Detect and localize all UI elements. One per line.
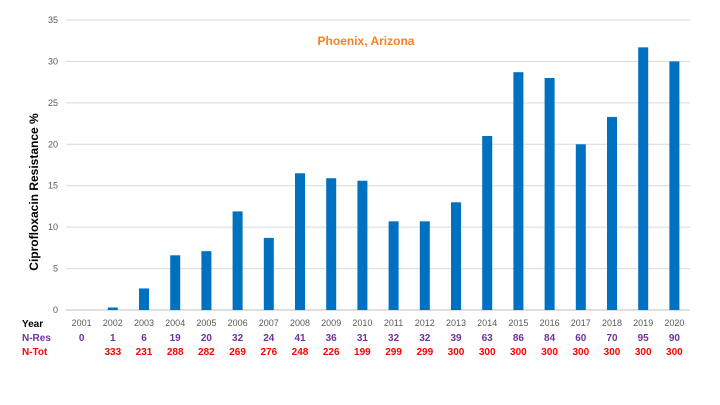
- x-tick-2002: 2002: [103, 318, 123, 328]
- bar-2009: [326, 178, 337, 310]
- y-tick-10: 10: [48, 222, 58, 232]
- x-tick-2013: 2013: [446, 318, 466, 328]
- x-tick-2007: 2007: [259, 318, 279, 328]
- bar-2016: [544, 78, 555, 310]
- bars: [107, 47, 680, 310]
- x-tick-2014: 2014: [477, 318, 497, 328]
- row-label-nres: N-Res: [22, 333, 51, 344]
- nres-2013: 39: [450, 333, 462, 344]
- chart-title: Phoenix, Arizona: [318, 34, 415, 48]
- ntot-2019: 300: [635, 347, 652, 358]
- x-tick-2018: 2018: [602, 318, 622, 328]
- ntot-2010: 199: [354, 347, 371, 358]
- nres-2005: 20: [201, 333, 213, 344]
- ntot-2006: 269: [229, 347, 246, 358]
- nres-2011: 32: [388, 333, 400, 344]
- bar-2017: [575, 144, 586, 310]
- bar-2012: [419, 221, 430, 310]
- ntot-2015: 300: [510, 347, 527, 358]
- x-tick-labels: 2001 2002 2003 2004 2005 2006 2007 2008 2009 2010…: [72, 318, 685, 328]
- bar-2018: [607, 116, 617, 310]
- bar-2011: [388, 221, 399, 310]
- y-tick-5: 5: [53, 264, 58, 274]
- nres-2015: 86: [513, 333, 525, 344]
- row-label-ntot: N-Tot: [22, 347, 48, 358]
- x-tick-2015: 2015: [508, 318, 528, 328]
- nres-2012: 32: [419, 333, 431, 344]
- nres-2001: 0: [79, 333, 85, 344]
- y-tick-labels: 0 5 10 15 20 25 30 35: [48, 15, 58, 315]
- nres-2004: 19: [170, 333, 182, 344]
- ntot-2016: 300: [541, 347, 558, 358]
- y-tick-20: 20: [48, 139, 58, 149]
- gridlines: [66, 19, 690, 311]
- ntot-2013: 300: [448, 347, 465, 358]
- x-tick-2016: 2016: [540, 318, 560, 328]
- y-tick-0: 0: [53, 305, 58, 315]
- ntot-2003: 231: [136, 347, 153, 358]
- x-tick-2009: 2009: [321, 318, 341, 328]
- ntot-2011: 299: [385, 347, 402, 358]
- ntot-2008: 248: [292, 347, 309, 358]
- y-tick-35: 35: [48, 15, 58, 25]
- bar-2002: [107, 307, 118, 310]
- ntot-2009: 226: [323, 347, 340, 358]
- row-label-year: Year: [22, 319, 43, 330]
- y-tick-15: 15: [48, 181, 58, 191]
- ntot-2004: 288: [167, 347, 184, 358]
- x-tick-2003: 2003: [134, 318, 154, 328]
- nres-2007: 24: [263, 333, 275, 344]
- x-tick-2012: 2012: [415, 318, 435, 328]
- nres-2008: 41: [294, 333, 306, 344]
- ntot-2002: 333: [104, 347, 121, 358]
- bar-2015: [513, 72, 524, 310]
- ntot-2018: 300: [604, 347, 621, 358]
- bar-2006: [232, 211, 243, 310]
- ntot-2020: 300: [666, 347, 683, 358]
- data-table: 0 1 333 6 231 19 288 20 282 32 269 24 276 41 248 36 226 3…: [79, 333, 683, 358]
- bar-2008: [295, 173, 305, 310]
- ntot-2014: 300: [479, 347, 496, 358]
- x-tick-2019: 2019: [633, 318, 653, 328]
- x-tick-2017: 2017: [571, 318, 591, 328]
- nres-2018: 70: [606, 333, 618, 344]
- bar-2004: [170, 255, 181, 310]
- y-tick-25: 25: [48, 98, 58, 108]
- nres-2002: 1: [110, 333, 116, 344]
- x-tick-2020: 2020: [664, 318, 684, 328]
- y-axis-label: Ciprofloxacin Resistance %: [27, 113, 41, 271]
- bar-2005: [201, 251, 212, 310]
- bar-2020: [669, 61, 680, 310]
- bar-2010: [357, 180, 368, 310]
- x-tick-2008: 2008: [290, 318, 310, 328]
- nres-2020: 90: [669, 333, 681, 344]
- ntot-2007: 276: [260, 347, 277, 358]
- ntot-2012: 299: [416, 347, 433, 358]
- x-tick-2004: 2004: [165, 318, 185, 328]
- bar-2019: [638, 47, 649, 310]
- ntot-2005: 282: [198, 347, 215, 358]
- y-tick-30: 30: [48, 56, 58, 66]
- x-tick-2001: 2001: [72, 318, 92, 328]
- ntot-2017: 300: [572, 347, 589, 358]
- x-tick-2006: 2006: [228, 318, 248, 328]
- nres-2019: 95: [638, 333, 650, 344]
- bar-2003: [139, 288, 149, 310]
- bar-2007: [263, 237, 274, 310]
- nres-2006: 32: [232, 333, 244, 344]
- nres-2017: 60: [575, 333, 587, 344]
- nres-2003: 6: [141, 333, 147, 344]
- nres-2010: 31: [357, 333, 369, 344]
- nres-2014: 63: [482, 333, 494, 344]
- bar-2014: [482, 136, 493, 310]
- nres-2009: 36: [326, 333, 338, 344]
- x-tick-2011: 2011: [384, 318, 403, 328]
- bar-2013: [451, 202, 461, 310]
- nres-2016: 84: [544, 333, 556, 344]
- x-tick-2010: 2010: [352, 318, 372, 328]
- x-tick-2005: 2005: [196, 318, 216, 328]
